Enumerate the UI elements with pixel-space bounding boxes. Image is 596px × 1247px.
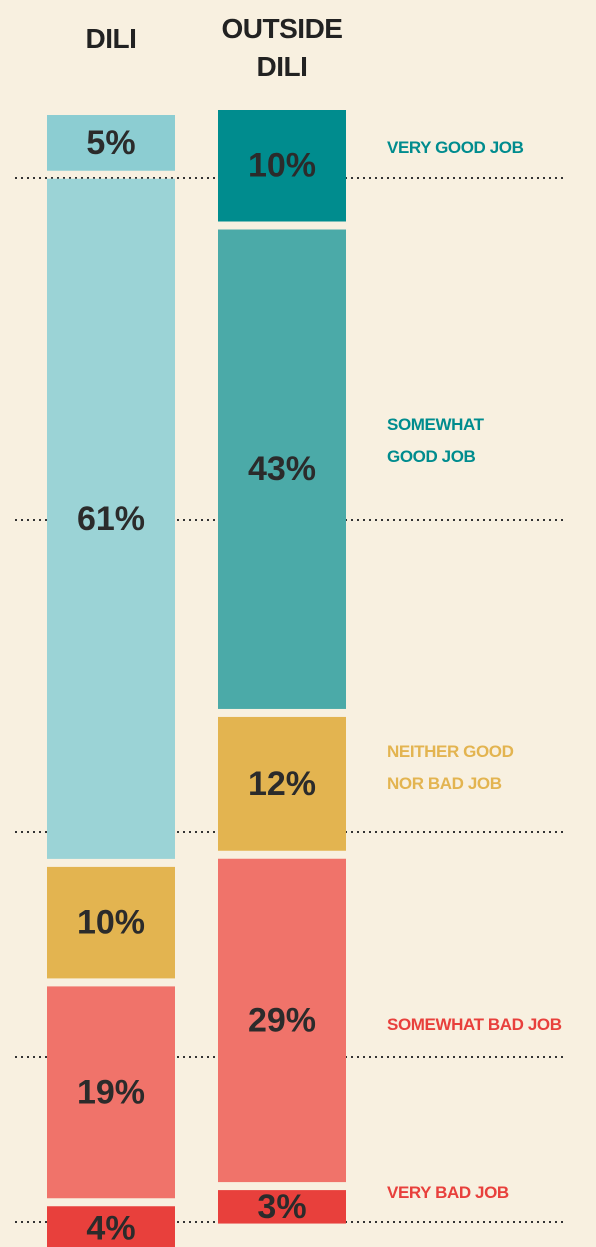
bar-segment	[218, 716, 346, 851]
data-label: 10%	[77, 904, 145, 942]
column-header: DILI	[85, 23, 137, 54]
bar-segment	[47, 115, 175, 171]
column-header: OUTSIDE DILI	[221, 13, 343, 82]
legend-label: NEITHER GOOD NOR BAD JOB	[387, 742, 514, 793]
legend-label: VERY GOOD JOB	[387, 138, 524, 157]
bar-segment	[218, 1190, 346, 1224]
bar-segment	[47, 866, 175, 979]
bar-segment	[47, 1206, 175, 1247]
data-label: 29%	[248, 1001, 316, 1039]
data-label: 43%	[248, 450, 316, 488]
bar-segment	[218, 110, 346, 222]
legend-label: SOMEWHAT GOOD JOB	[387, 415, 484, 466]
data-label: 61%	[77, 500, 145, 538]
data-label: 5%	[86, 124, 135, 162]
bar-segment	[218, 229, 346, 709]
data-label: 10%	[248, 147, 316, 185]
data-label: 19%	[77, 1073, 145, 1111]
bar-segment	[47, 178, 175, 859]
data-label: 4%	[86, 1210, 135, 1247]
data-label: 12%	[248, 765, 316, 803]
data-label: 3%	[257, 1188, 306, 1226]
legend-label: SOMEWHAT BAD JOB	[387, 1015, 562, 1034]
bar-segment	[218, 858, 346, 1183]
bar-segment	[47, 986, 175, 1199]
legend-label: VERY BAD JOB	[387, 1183, 509, 1202]
